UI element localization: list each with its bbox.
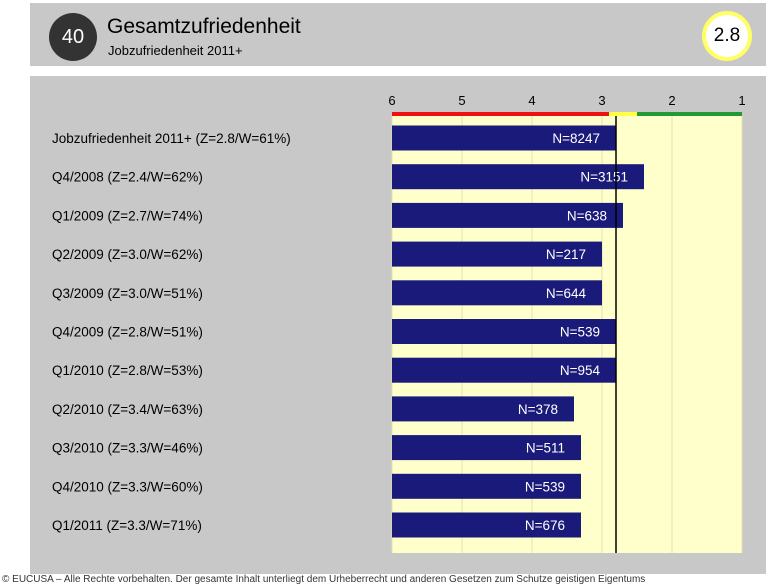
bar-data-label: N=638 — [567, 208, 607, 223]
bar — [392, 241, 602, 267]
scale-band-green — [637, 112, 742, 116]
bar-data-label: N=8247 — [552, 131, 600, 146]
page-title: Gesamtzufriedenheit — [107, 15, 301, 38]
category-label: Q1/2010 (Z=2.8/W=53%) — [52, 363, 203, 378]
bar — [392, 473, 581, 499]
header-panel: 40 Gesamtzufriedenheit Jobzufriedenheit … — [30, 3, 766, 66]
scale-band-yellow — [609, 112, 637, 116]
category-label: Q2/2010 (Z=3.4/W=63%) — [52, 402, 203, 417]
category-label: Q4/2008 (Z=2.4/W=62%) — [52, 170, 203, 185]
scale-band-red — [392, 112, 609, 116]
bar — [392, 435, 581, 461]
bar-data-label: N=3151 — [580, 170, 628, 185]
bar-data-label: N=644 — [546, 286, 587, 301]
page-subtitle: Jobzufriedenheit 2011+ — [108, 43, 243, 58]
category-label: Q1/2009 (Z=2.7/W=74%) — [52, 208, 203, 223]
chart-panel: 6 5 4 3 2 1 Jobzufriedenheit 2011+ (Z=2.8/W=61… — [30, 76, 766, 574]
category-label: Q3/2009 (Z=3.0/W=51%) — [52, 286, 203, 301]
bar-data-label: N=954 — [560, 363, 601, 378]
bar — [392, 164, 644, 190]
copyright-footer: © EUCUSA – Alle Rechte vorbehalten. Der … — [2, 574, 646, 585]
category-label: Jobzufriedenheit 2011+ (Z=2.8/W=61%) — [52, 131, 291, 146]
score-badge: 2.8 — [702, 11, 752, 61]
category-label: Q4/2010 (Z=3.3/W=60%) — [52, 479, 203, 494]
category-label: Q4/2009 (Z=2.8/W=51%) — [52, 325, 203, 340]
bar — [392, 396, 574, 422]
bar-data-label: N=511 — [526, 441, 565, 456]
x-tick-label: 3 — [598, 93, 605, 108]
bar-data-label: N=539 — [525, 479, 565, 494]
category-label: Q1/2011 (Z=3.3/W=71%) — [52, 518, 202, 533]
bar — [392, 125, 616, 151]
x-tick-label: 2 — [668, 93, 675, 108]
slide-number-badge: 40 — [49, 13, 97, 61]
bar — [392, 319, 616, 344]
bar — [392, 512, 581, 538]
bar-chart: 6 5 4 3 2 1 Jobzufriedenheit 2011+ (Z=2.8/W=61… — [52, 93, 746, 553]
x-tick-label: 6 — [388, 93, 395, 108]
bar — [392, 202, 623, 228]
bar — [392, 357, 616, 383]
bar — [392, 280, 602, 306]
bar-data-label: N=676 — [525, 518, 565, 533]
bar-data-label: N=539 — [560, 325, 600, 340]
x-tick-label: 5 — [458, 93, 465, 108]
x-tick-label: 1 — [738, 93, 745, 108]
x-tick-label: 4 — [528, 93, 535, 108]
category-label: Q2/2009 (Z=3.0/W=62%) — [52, 247, 203, 262]
bar-data-label: N=378 — [518, 402, 558, 417]
bar-data-label: N=217 — [546, 247, 586, 262]
category-label: Q3/2010 (Z=3.3/W=46%) — [52, 441, 203, 456]
